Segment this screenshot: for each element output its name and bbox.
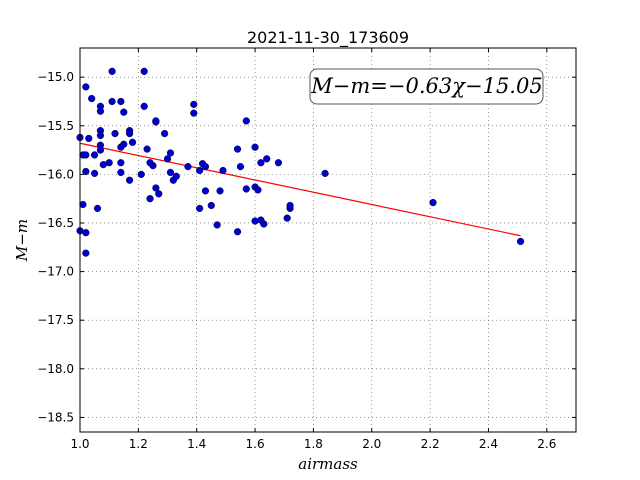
y-tick-label: −16.0 <box>37 167 74 181</box>
data-point <box>217 188 224 195</box>
data-point <box>234 228 241 235</box>
data-point <box>126 130 133 137</box>
data-point <box>126 177 133 184</box>
data-point <box>263 155 270 162</box>
y-tick-label: −18.5 <box>37 410 74 424</box>
data-point <box>97 132 104 139</box>
data-point <box>82 168 89 175</box>
data-point <box>185 163 192 170</box>
fit-annotation: M−m=−0.63χ−15.05 <box>310 69 543 104</box>
data-point <box>80 201 87 208</box>
data-point <box>252 144 259 151</box>
data-point <box>106 159 113 166</box>
data-point <box>208 202 215 209</box>
data-point <box>202 188 209 195</box>
data-point <box>220 167 227 174</box>
data-point <box>82 229 89 236</box>
data-point <box>234 146 241 153</box>
data-point <box>196 205 203 212</box>
data-point <box>82 152 89 159</box>
data-point <box>243 118 250 125</box>
data-point <box>257 159 264 166</box>
data-point <box>167 169 174 176</box>
data-point <box>117 169 124 176</box>
data-point <box>82 250 89 257</box>
y-tick-label: −16.5 <box>37 216 74 230</box>
data-point <box>430 199 437 206</box>
data-point <box>97 108 104 115</box>
data-point <box>243 186 250 193</box>
y-axis-label: M−m <box>13 219 31 262</box>
y-tick-label: −17.5 <box>37 313 74 327</box>
x-tick-label: 2.0 <box>362 437 381 451</box>
data-point <box>322 170 329 177</box>
data-point <box>129 139 136 146</box>
data-point <box>152 118 159 125</box>
data-point <box>164 155 171 162</box>
data-point <box>150 162 157 169</box>
x-tick-label: 2.4 <box>479 437 498 451</box>
data-point <box>260 221 267 228</box>
data-point <box>120 141 127 148</box>
x-tick-label: 2.6 <box>537 437 556 451</box>
data-point <box>112 130 119 137</box>
x-tick-label: 1.4 <box>187 437 206 451</box>
data-point <box>88 95 95 102</box>
y-tick-label: −18.0 <box>37 362 74 376</box>
data-point <box>287 202 294 209</box>
data-point <box>214 222 221 229</box>
data-point <box>517 238 524 245</box>
data-point <box>237 163 244 170</box>
data-point <box>117 159 124 166</box>
data-point <box>97 147 104 154</box>
x-tick-label: 1.2 <box>129 437 148 451</box>
data-point <box>138 171 145 178</box>
data-point <box>155 190 162 197</box>
data-point <box>94 205 101 212</box>
data-point <box>147 195 154 202</box>
data-point <box>85 135 92 142</box>
data-point <box>82 83 89 90</box>
data-point <box>141 68 148 75</box>
data-point <box>202 163 209 170</box>
data-point <box>196 167 203 174</box>
data-point <box>275 159 282 166</box>
y-tick-label: −15.0 <box>37 70 74 84</box>
x-tick-label: 1.6 <box>246 437 265 451</box>
data-point <box>91 170 98 177</box>
data-point <box>161 130 168 137</box>
data-point <box>120 109 127 116</box>
data-point <box>109 98 116 105</box>
x-tick-label: 1.0 <box>70 437 89 451</box>
x-axis-label: airmass <box>298 455 358 473</box>
data-point <box>284 215 291 222</box>
y-tick-label: −15.5 <box>37 119 74 133</box>
data-point <box>141 103 148 110</box>
chart-title: 2021-11-30_173609 <box>247 28 409 48</box>
fit-equation: M−m=−0.63χ−15.05 <box>310 74 542 98</box>
data-point <box>190 110 197 117</box>
data-point <box>91 152 98 159</box>
x-tick-label: 2.2 <box>421 437 440 451</box>
y-tick-label: −17.0 <box>37 265 74 279</box>
data-point <box>109 68 116 75</box>
data-point <box>190 101 197 108</box>
data-point <box>144 146 151 153</box>
data-point <box>255 187 262 194</box>
data-point <box>117 98 124 105</box>
x-tick-label: 1.8 <box>304 437 323 451</box>
data-point <box>173 173 180 180</box>
